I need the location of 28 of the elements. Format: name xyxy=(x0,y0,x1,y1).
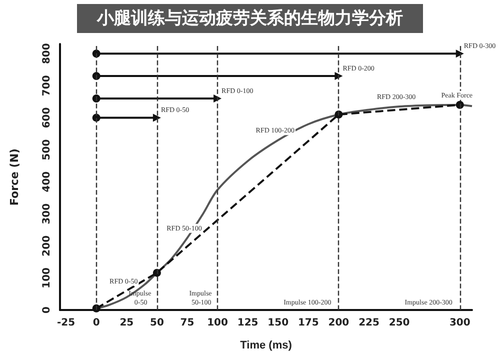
x-tick-label: 175 xyxy=(298,318,319,328)
x-tick-label: 25 xyxy=(120,318,134,328)
x-tick-label: 125 xyxy=(237,318,258,328)
y-axis-title: Force (N) xyxy=(8,148,21,206)
x-tick-label: 225 xyxy=(358,318,380,328)
x-tick-label: 250 xyxy=(388,318,410,328)
point xyxy=(92,304,100,312)
chart-title: 小腿训练与运动疲劳关系的生物力学分析 xyxy=(96,8,403,28)
x-tick-label: 100 xyxy=(207,318,228,328)
y-tick-label: 500 xyxy=(42,139,52,160)
x-tick-label: 200 xyxy=(328,318,350,328)
y-tick-label: 0 xyxy=(42,306,52,314)
y-tick-label: 400 xyxy=(42,171,52,192)
point xyxy=(456,100,464,109)
x-tick-label: 75 xyxy=(180,318,194,328)
y-tick-label: 300 xyxy=(42,203,52,224)
y-tick-label: 100 xyxy=(42,267,52,288)
y-tick-label: 700 xyxy=(42,75,52,96)
x-tick-label: 50 xyxy=(150,318,164,328)
y-tick-label: 600 xyxy=(42,107,52,128)
x-tick-label: 300 xyxy=(449,318,470,328)
x-tick-label: 150 xyxy=(268,318,289,328)
x-axis-title: Time (ms) xyxy=(240,340,292,352)
y-tick-label: 800 xyxy=(42,43,52,64)
point xyxy=(92,94,100,102)
x-tick-label: -25 xyxy=(57,318,76,328)
y-tick-label: 200 xyxy=(42,235,52,256)
x-tick-label: 0 xyxy=(92,318,100,328)
